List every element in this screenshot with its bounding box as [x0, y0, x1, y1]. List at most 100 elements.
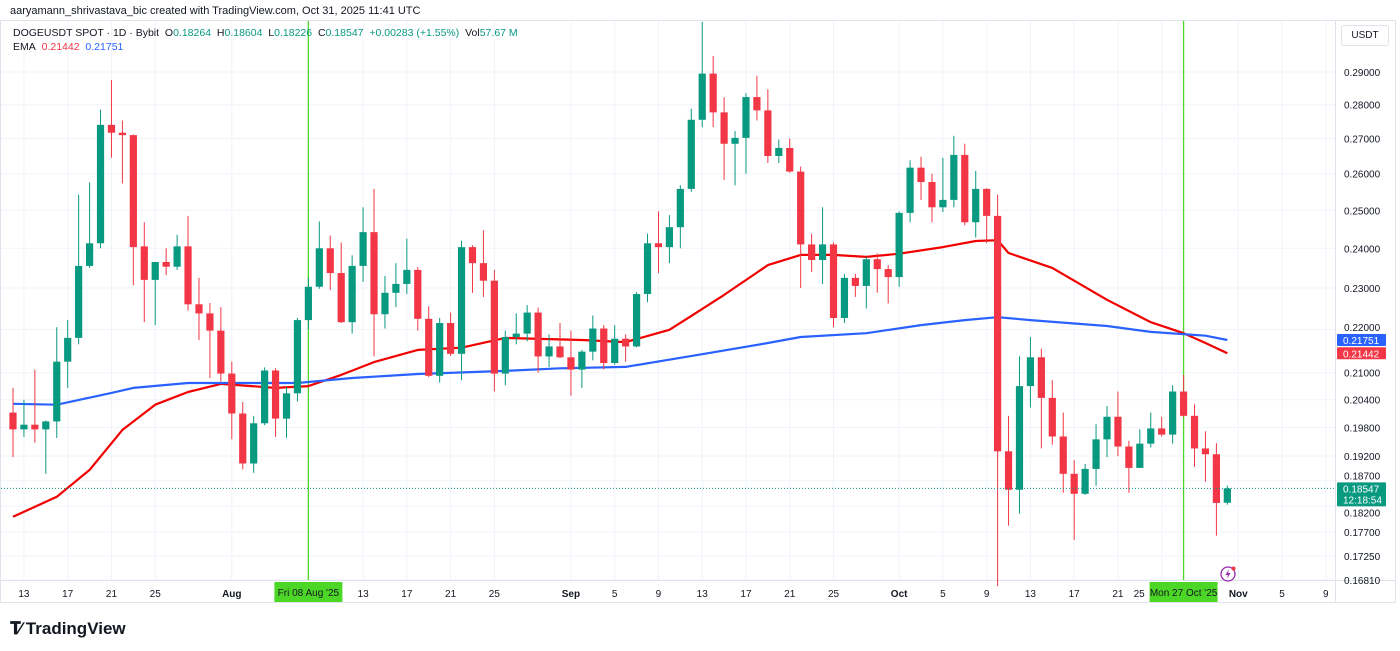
candle-down[interactable] [9, 412, 17, 430]
candle-up[interactable] [895, 212, 903, 278]
candle-up[interactable] [1026, 357, 1035, 387]
candle-down[interactable] [337, 273, 345, 323]
lightning-icon[interactable] [1220, 566, 1236, 582]
candle-up[interactable] [53, 361, 61, 422]
candle-down[interactable] [851, 277, 859, 286]
candle-up[interactable] [1223, 488, 1231, 503]
candle-down[interactable] [873, 259, 881, 270]
ema-fast-line[interactable] [12, 239, 1228, 518]
candle-up[interactable] [403, 269, 411, 284]
candle-down[interactable] [1158, 428, 1166, 435]
candle-up[interactable] [840, 277, 849, 318]
candle-down[interactable] [490, 280, 498, 374]
candle-down[interactable] [556, 346, 564, 358]
candle-down[interactable] [228, 373, 236, 414]
candle-down[interactable] [1212, 454, 1220, 503]
candle-down[interactable] [983, 188, 991, 216]
candle-down[interactable] [162, 261, 170, 267]
candle-down[interactable] [808, 244, 816, 261]
candle-up[interactable] [1015, 386, 1024, 490]
candle-up[interactable] [381, 292, 389, 315]
candle-down[interactable] [1114, 416, 1122, 447]
candle-up[interactable] [611, 338, 619, 363]
candle-up[interactable] [282, 393, 291, 419]
candle-up[interactable] [250, 423, 258, 464]
candle-down[interactable] [195, 304, 203, 314]
candle-down[interactable] [271, 370, 280, 419]
candle-up[interactable] [742, 97, 750, 138]
candle-up[interactable] [1147, 428, 1155, 444]
candle-up[interactable] [75, 265, 83, 338]
candle-up[interactable] [1081, 468, 1089, 494]
candle-down[interactable] [1125, 446, 1133, 468]
candle-down[interactable] [1048, 397, 1056, 437]
candle-up[interactable] [315, 248, 323, 287]
candle-down[interactable] [414, 269, 422, 319]
candle-down[interactable] [468, 247, 477, 264]
symbol-label[interactable]: DOGEUSDT SPOT · 1D · Bybit [13, 27, 160, 39]
candle-up[interactable] [512, 333, 520, 338]
candle-up[interactable] [1136, 443, 1144, 468]
candle-down[interactable] [239, 413, 247, 464]
candle-up[interactable] [578, 351, 586, 370]
candle-up[interactable] [589, 328, 597, 352]
candle-down[interactable] [1190, 415, 1199, 449]
candle-up[interactable] [818, 244, 827, 261]
candle-down[interactable] [622, 338, 630, 347]
candle-down[interactable] [567, 357, 575, 370]
candle-up[interactable] [676, 188, 684, 228]
tradingview-logo[interactable]: 𝐓∕ TradingView [10, 619, 126, 639]
candle-down[interactable] [753, 97, 761, 111]
candle-up[interactable] [1169, 391, 1177, 435]
candle-down[interactable] [1059, 436, 1067, 474]
candle-up[interactable] [775, 147, 783, 156]
candle-up[interactable] [545, 346, 553, 357]
candle-up[interactable] [862, 259, 870, 286]
price-unit-button[interactable]: USDT [1341, 25, 1389, 46]
candle-up[interactable] [906, 167, 914, 213]
candle-up[interactable] [632, 294, 641, 347]
candle-down[interactable] [764, 110, 772, 156]
candle-up[interactable] [523, 312, 531, 334]
candle-down[interactable] [184, 246, 192, 305]
candle-down[interactable] [1070, 473, 1078, 494]
candle-down[interactable] [129, 135, 137, 248]
candle-up[interactable] [457, 247, 466, 354]
candle-down[interactable] [479, 263, 488, 281]
candle-up[interactable] [731, 137, 739, 144]
candle-down[interactable] [326, 248, 334, 274]
candle-up[interactable] [950, 154, 958, 200]
candle-down[interactable] [370, 232, 378, 315]
candle-down[interactable] [1179, 391, 1188, 416]
candle-down[interactable] [928, 182, 936, 208]
candle-down[interactable] [217, 330, 225, 374]
ema-legend-row[interactable]: EMA 0.21442 0.21751 [13, 40, 518, 54]
candle-up[interactable] [972, 188, 980, 223]
candle-up[interactable] [96, 124, 105, 244]
candle-up[interactable] [85, 243, 94, 266]
candle-down[interactable] [206, 313, 214, 331]
candle-up[interactable] [1092, 439, 1100, 469]
candle-up[interactable] [1103, 416, 1111, 440]
candle-up[interactable] [151, 261, 159, 280]
candle-down[interactable] [1201, 448, 1210, 455]
candle-down[interactable] [994, 215, 1002, 452]
candle-up[interactable] [359, 232, 367, 266]
candle-down[interactable] [709, 73, 717, 113]
candle-up[interactable] [698, 73, 706, 120]
candle-down[interactable] [1037, 357, 1045, 398]
candle-up[interactable] [173, 246, 181, 267]
candle-up[interactable] [687, 119, 695, 189]
candle-up[interactable] [304, 286, 312, 321]
candle-up[interactable] [64, 337, 72, 362]
candle-down[interactable] [917, 167, 925, 183]
candle-up[interactable] [261, 370, 269, 424]
candle-up[interactable] [939, 199, 947, 208]
candle-up[interactable] [293, 320, 302, 394]
candle-up[interactable] [20, 424, 28, 430]
candle-down[interactable] [140, 246, 148, 280]
ema-slow-line[interactable] [12, 316, 1228, 406]
candle-up[interactable] [436, 323, 444, 376]
candle-up[interactable] [501, 337, 509, 374]
candle-down[interactable] [107, 124, 116, 133]
